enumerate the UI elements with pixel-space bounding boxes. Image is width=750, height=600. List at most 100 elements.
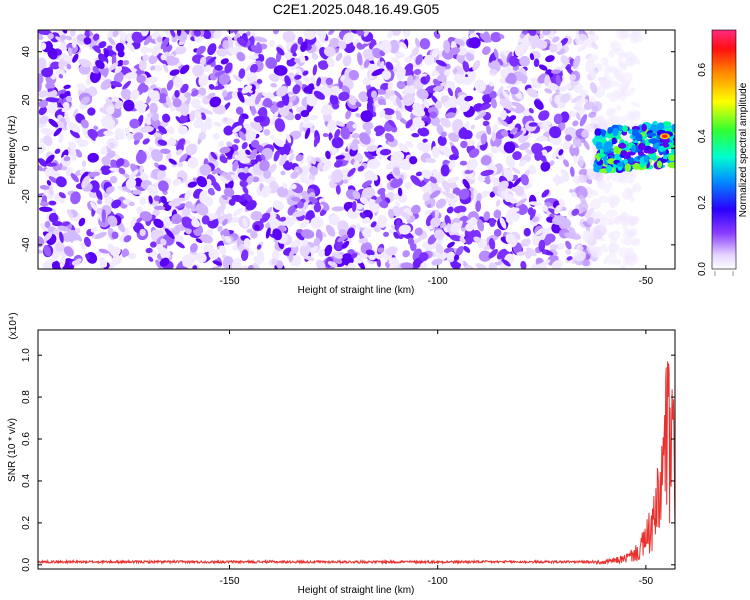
heatmap-cell xyxy=(146,251,158,259)
heatmap-cell xyxy=(510,127,518,134)
y-tick-label: 20 xyxy=(21,94,32,106)
heatmap-cell xyxy=(125,178,137,189)
heatmap-cell xyxy=(98,248,110,254)
heatmap-cell xyxy=(429,240,441,250)
heatmap-cell xyxy=(176,30,182,37)
heatmap-cell xyxy=(254,224,260,231)
heatmap-cell xyxy=(460,140,468,149)
heatmap-cell xyxy=(208,248,220,260)
heatmap-cell xyxy=(157,93,168,104)
heatmap-signal-cell xyxy=(603,141,613,149)
heatmap-cell xyxy=(335,184,341,195)
heatmap-cell xyxy=(584,208,595,218)
heatmap-cell xyxy=(39,201,49,207)
heatmap-cell xyxy=(219,245,226,255)
heatmap-cell xyxy=(59,93,66,99)
heatmap-cell xyxy=(509,115,517,121)
heatmap-cell xyxy=(627,110,635,123)
heatmap-cell xyxy=(100,165,112,175)
spectrogram-y-axis-label: Frequency (Hz) xyxy=(7,116,18,185)
heatmap-cell xyxy=(80,119,89,129)
heatmap-cell xyxy=(117,50,125,58)
heatmap-cell xyxy=(172,197,187,202)
heatmap-cell xyxy=(107,261,116,269)
heatmap-cell xyxy=(46,162,58,167)
heatmap-cell xyxy=(451,145,459,156)
heatmap-cell xyxy=(325,224,336,237)
heatmap-cell xyxy=(48,118,59,128)
heatmap-cell xyxy=(55,89,67,96)
heatmap-cell xyxy=(502,259,511,267)
heatmap-cell xyxy=(109,142,116,149)
heatmap-cell xyxy=(359,132,371,145)
heatmap-cell xyxy=(294,57,301,64)
heatmap-cell xyxy=(142,138,150,145)
heatmap-cell xyxy=(463,245,471,253)
heatmap-cell xyxy=(126,132,134,141)
heatmap-cell xyxy=(250,44,261,54)
heatmap-cell xyxy=(122,59,130,66)
heatmap-cell xyxy=(130,89,140,101)
heatmap-cell xyxy=(367,158,381,170)
heatmap-cell xyxy=(275,260,284,269)
heatmap-cell xyxy=(87,130,96,141)
heatmap-cell xyxy=(191,98,201,109)
heatmap-cell xyxy=(249,148,258,161)
heatmap-cell xyxy=(435,198,447,209)
heatmap-cell xyxy=(282,31,296,43)
heatmap-cell xyxy=(603,255,612,265)
heatmap-cell xyxy=(236,37,247,47)
heatmap-cell xyxy=(620,239,632,246)
heatmap-signal-cell xyxy=(627,157,635,164)
heatmap-cell xyxy=(61,53,70,63)
y-tick-label: 0.4 xyxy=(21,474,32,488)
heatmap-cell xyxy=(420,262,428,269)
heatmap-cell xyxy=(278,144,291,155)
x-tick-label: -50 xyxy=(639,276,654,287)
heatmap-cell xyxy=(581,129,589,138)
x-tick-label: -100 xyxy=(428,276,448,287)
heatmap-cell xyxy=(282,183,288,189)
heatmap-cell xyxy=(72,258,82,266)
heatmap-cell xyxy=(385,261,390,269)
heatmap-cell xyxy=(202,122,208,132)
heatmap-cell xyxy=(255,85,260,90)
heatmap-cell xyxy=(175,241,185,249)
heatmap-cell xyxy=(246,130,257,142)
heatmap-cell xyxy=(78,140,89,148)
heatmap-cell xyxy=(85,78,91,86)
heatmap-cell xyxy=(488,237,496,250)
heatmap-cell xyxy=(561,206,567,212)
heatmap-cell xyxy=(212,260,222,266)
heatmap-cell xyxy=(414,227,423,236)
heatmap-cell xyxy=(216,48,228,57)
heatmap-cell xyxy=(193,118,204,129)
heatmap-cell xyxy=(58,42,68,52)
heatmap-cell xyxy=(630,101,641,107)
heatmap-cell xyxy=(272,200,285,211)
heatmap-cell xyxy=(424,209,433,215)
heatmap-cell xyxy=(223,187,235,198)
y-tick-label: 0.8 xyxy=(21,390,32,404)
heatmap-cell xyxy=(342,55,352,67)
heatmap-cell xyxy=(575,112,581,121)
heatmap-cell xyxy=(362,122,373,131)
heatmap-cell xyxy=(44,231,53,242)
heatmap-cell xyxy=(290,239,301,248)
heatmap-cell xyxy=(533,58,540,68)
heatmap-cell xyxy=(303,86,312,93)
heatmap-signal-cell xyxy=(617,142,627,149)
heatmap-cell xyxy=(331,206,345,212)
heatmap-cell xyxy=(245,149,251,156)
heatmap-signal-cell xyxy=(631,144,637,153)
heatmap-cell xyxy=(185,143,198,156)
heatmap-cell xyxy=(563,159,570,167)
y-tick-label: 40 xyxy=(21,46,32,58)
heatmap-cell xyxy=(58,192,66,199)
heatmap-cell xyxy=(87,171,100,177)
x-tick-label: -150 xyxy=(220,276,240,287)
heatmap-cell xyxy=(175,46,187,55)
heatmap-cell xyxy=(365,249,375,256)
heatmap-cell xyxy=(222,218,228,226)
heatmap-cell xyxy=(238,68,246,79)
